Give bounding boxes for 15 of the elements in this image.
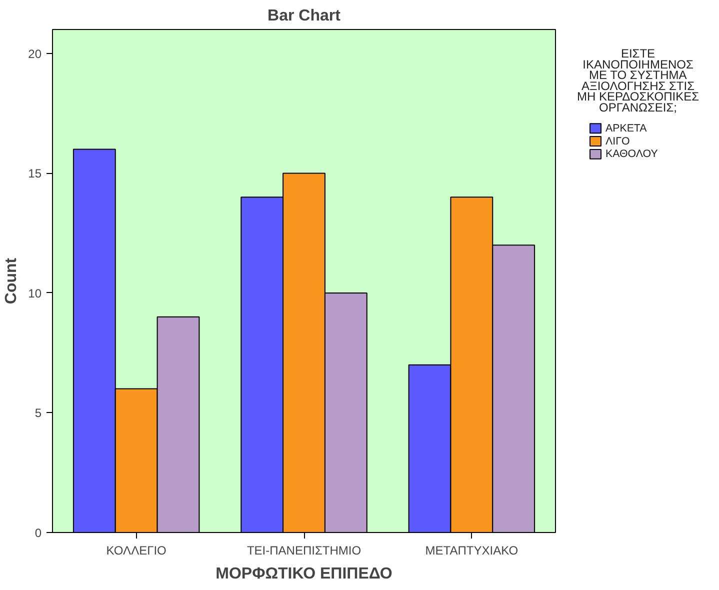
x-tick-label: ΚΟΛΛΕΓΙΟ	[106, 544, 166, 558]
legend-label: ΛΙΓΟ	[606, 135, 630, 148]
y-axis-title: Count	[3, 257, 20, 304]
legend-label: ΚΑΘΟΛΟΥ	[606, 148, 658, 160]
y-tick-label: 10	[28, 286, 42, 300]
chart-title: Bar Chart	[268, 8, 342, 24]
x-tick-label: ΤΕΙ-ΠΑΝΕΠΙΣΤΗΜΙΟ	[246, 544, 362, 558]
y-tick-label: 0	[34, 526, 42, 540]
legend-title: ΕΙΣΤΕ ΙΚΑΝΟΠΟΙΗΜΕΝΟΣ ΜΕ ΤΟ ΣΥΣΤΗΜΑ ΑΞΙΟΛΟΓΗΣΗΣ ΣΤΙΣ ΜΗ ΚΕΡΔΟΣΚΟΠΙΚΕΣ ΟΡΓΑΝΩΣΕΙΣ;	[576, 46, 700, 114]
legend-label: ΑΡΚΕΤΑ	[606, 122, 648, 134]
y-tick-label: 20	[28, 46, 42, 61]
x-tick-label: ΜΕΤΑΠΤΥΧΙΑΚΟ	[425, 544, 518, 558]
y-tick-label: 15	[28, 166, 42, 181]
x-axis-title: ΜΟΡΦΩΤΙΚΟ ΕΠΙΠΕΔΟ	[216, 566, 392, 582]
y-tick-label: 5	[34, 406, 42, 420]
